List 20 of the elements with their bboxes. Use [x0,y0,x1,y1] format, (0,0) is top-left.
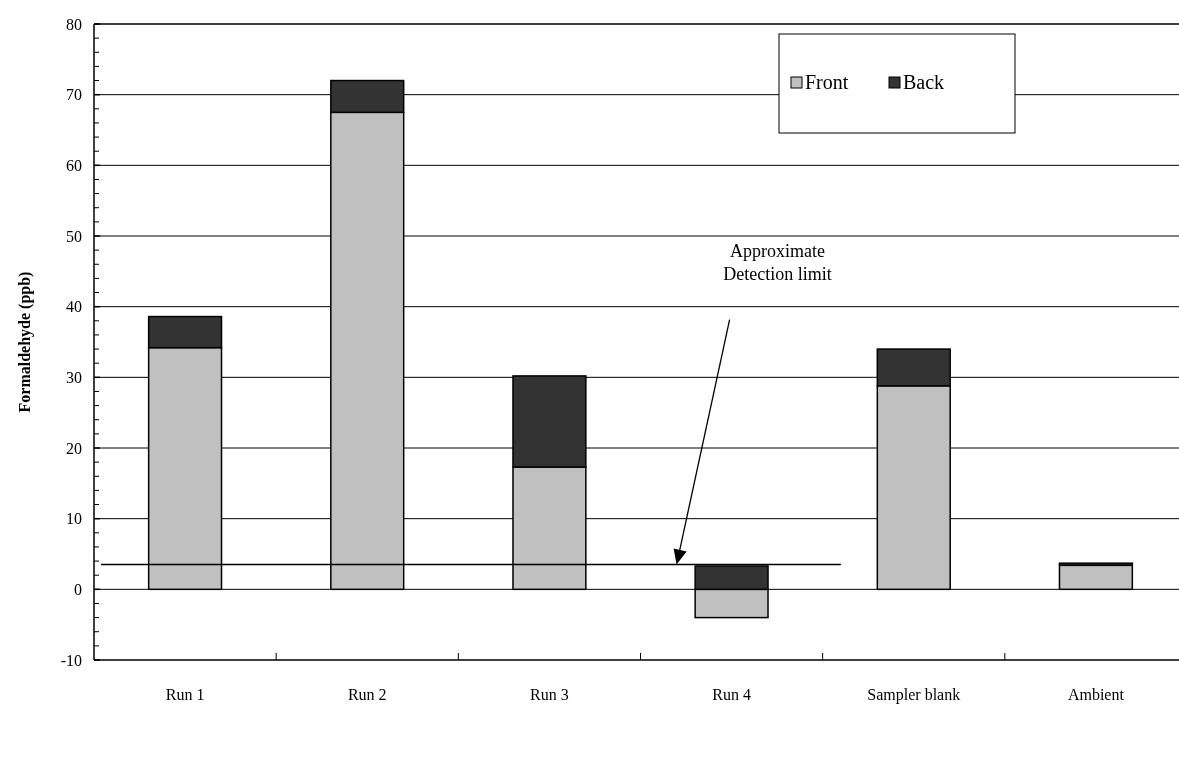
y-tick-label: 0 [74,580,82,598]
x-tick-label: Run 2 [347,686,387,703]
legend-label: Front [805,71,849,93]
x-tick-label: Run 3 [530,686,569,703]
y-tick-label: 50 [66,227,82,245]
x-tick-label: Ambient [1067,686,1125,703]
y-tick-label: 30 [66,368,82,386]
y-tick-label: -10 [60,651,82,669]
y-tick-label: 70 [66,86,82,104]
y-tick-label: 10 [66,510,82,528]
legend-label: Back [903,71,945,93]
y-tick-label: 60 [66,156,82,174]
y-tick-label: 40 [66,298,82,316]
y-axis-title: Formaldehyde (ppb) [16,271,34,413]
y-tick-label: 80 [66,15,82,33]
x-tick-label: Sampler blank [867,686,961,704]
x-tick-label: Run 1 [165,686,205,703]
x-tick-label: Run 4 [712,686,751,703]
y-tick-label: 20 [66,439,82,457]
annotation: Approximate Detection limit [723,240,832,284]
